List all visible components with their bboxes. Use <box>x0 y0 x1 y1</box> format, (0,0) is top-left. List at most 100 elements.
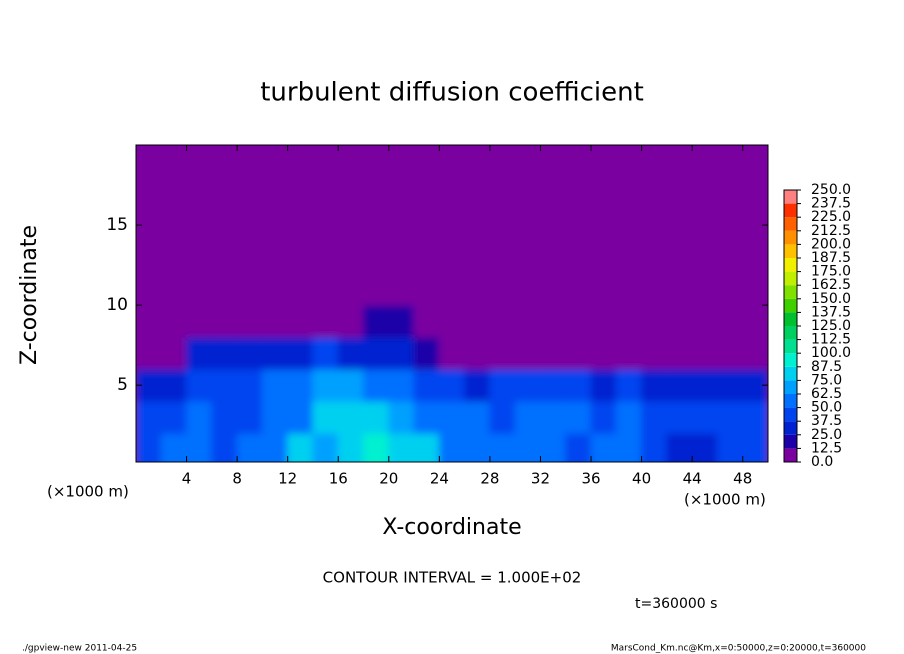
field-cell <box>666 208 693 242</box>
field-cell <box>337 336 365 370</box>
field-cell <box>666 336 693 370</box>
field-cell <box>539 368 567 402</box>
field-cell <box>716 368 744 402</box>
x-tick-label: 32 <box>531 470 550 488</box>
field-cell <box>186 400 213 434</box>
field-cell <box>211 240 238 274</box>
field-cell <box>514 272 541 306</box>
x-tick-label: 40 <box>632 470 651 488</box>
field-cell <box>691 145 718 178</box>
field-cell <box>186 336 213 370</box>
field-cell <box>136 432 162 462</box>
x-tick-label: 24 <box>430 470 449 488</box>
field-cell <box>514 176 541 210</box>
field-cell <box>160 400 188 434</box>
field-cell <box>211 272 238 306</box>
colorbar-cell <box>784 353 797 367</box>
field-cell <box>489 336 516 370</box>
field-cell <box>136 272 162 306</box>
colorbar-label: 162.5 <box>811 277 851 293</box>
field-cell <box>136 400 162 434</box>
y-tick-label: 10 <box>106 295 128 315</box>
field-cell <box>413 336 440 370</box>
field-cell <box>186 272 213 306</box>
field-cell <box>539 432 567 462</box>
field-cell <box>464 240 491 274</box>
field-cell <box>666 272 693 306</box>
field-cell <box>716 208 744 242</box>
field-cell <box>716 304 744 338</box>
field-cell <box>312 240 339 274</box>
colorbar-label: 150.0 <box>811 291 851 307</box>
field-cell <box>691 432 718 462</box>
field-cell <box>742 432 768 462</box>
colorbar-cell <box>784 407 797 422</box>
field-cell <box>615 145 643 178</box>
colorbar-label: 175.0 <box>811 264 851 280</box>
field-cell <box>388 240 415 274</box>
colorbar-cell <box>784 230 797 245</box>
field-cell <box>641 336 668 370</box>
field-cell <box>211 304 238 338</box>
x-axis-label: X-coordinate <box>382 515 521 540</box>
field-cell <box>388 336 415 370</box>
field-cell <box>186 208 213 242</box>
y-axis-label: Z-coordinate <box>17 225 42 365</box>
field-cell <box>136 336 162 370</box>
field-cell <box>312 400 339 434</box>
field <box>136 145 768 462</box>
field-cell <box>742 304 768 338</box>
field-cell <box>388 368 415 402</box>
field-cell <box>565 432 592 462</box>
field-cell <box>691 272 718 306</box>
x-tick-label: 28 <box>480 470 499 488</box>
field-cell <box>464 368 491 402</box>
field-cell <box>236 432 263 462</box>
field-cell <box>438 145 466 178</box>
field-cell <box>716 432 744 462</box>
chart-title: turbulent diffusion coefficient <box>260 78 644 108</box>
colorbar-cell <box>784 380 797 394</box>
y-unit: (×1000 m) <box>47 483 129 501</box>
field-cell <box>489 368 516 402</box>
field-cell <box>716 400 744 434</box>
field-cell <box>236 208 263 242</box>
field-cell <box>261 272 289 306</box>
field-cell <box>641 304 668 338</box>
field-cell <box>590 432 617 462</box>
field-cell <box>211 176 238 210</box>
y-tick-label: 5 <box>117 375 128 395</box>
field-cell <box>312 208 339 242</box>
field-cell <box>489 176 516 210</box>
field-cell <box>514 432 541 462</box>
field-cells <box>136 145 768 462</box>
field-cell <box>565 368 592 402</box>
field-cell <box>438 240 466 274</box>
field-cell <box>337 145 365 178</box>
field-cell <box>641 240 668 274</box>
colorbar-label: 187.5 <box>811 250 851 266</box>
field-cell <box>160 272 188 306</box>
plot-frame <box>135 144 769 463</box>
field-cell <box>413 208 440 242</box>
colorbar-cell <box>784 285 797 299</box>
field-cell <box>236 368 263 402</box>
field-cell <box>160 304 188 338</box>
field-cell <box>337 368 365 402</box>
field-cell <box>186 240 213 274</box>
x-tick-label: 36 <box>581 470 600 488</box>
field-cell <box>312 432 339 462</box>
field-cell <box>438 208 466 242</box>
field-cell <box>716 176 744 210</box>
field-cell <box>261 240 289 274</box>
colorbar-cell <box>784 394 797 408</box>
field-cell <box>615 208 643 242</box>
field-cell <box>539 145 567 178</box>
field-cell <box>413 304 440 338</box>
footer-right: MarsCond_Km.nc@Km,x=0:50000,z=0:20000,t=… <box>611 644 866 654</box>
field-cell <box>666 145 693 178</box>
field-cell <box>160 240 188 274</box>
field-cell <box>514 304 541 338</box>
field-cell <box>641 368 668 402</box>
field-cell <box>666 240 693 274</box>
